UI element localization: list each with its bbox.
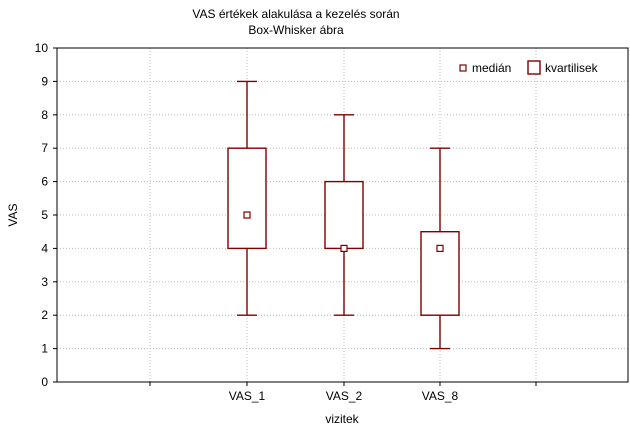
box-group-vas-8 (420, 147, 460, 350)
median-marker (243, 211, 251, 219)
y-axis-label: VAS (6, 203, 20, 226)
x-tick-label: VAS_1 (229, 389, 266, 403)
y-tick-labels: 0 1 2 3 4 5 6 7 8 9 10 (35, 41, 49, 389)
y-tick-label: 0 (41, 375, 48, 389)
y-tick-label: 5 (41, 208, 48, 222)
y-tick-label: 8 (41, 108, 48, 122)
y-tick-label: 7 (41, 141, 48, 155)
box-group-vas-2 (324, 114, 364, 316)
quartile-box (324, 180, 364, 250)
quartile-box (420, 230, 460, 316)
legend-quartile-label: kvartilisek (545, 61, 599, 75)
legend-median-label: medián (472, 61, 511, 75)
boxes (227, 80, 460, 350)
y-tick-label: 10 (35, 41, 49, 55)
x-tick-label: VAS_8 (422, 389, 459, 403)
quartile-box (227, 147, 267, 250)
median-marker (340, 244, 348, 252)
x-axis-label: vizitek (325, 412, 359, 426)
chart-title: VAS értékek alakulása a kezelés során (192, 7, 399, 21)
y-tick-label: 1 (41, 342, 48, 356)
y-tick-label: 4 (41, 241, 48, 255)
median-marker (436, 244, 444, 252)
y-tick-label: 2 (41, 308, 48, 322)
x-tick-labels: VAS_1 VAS_2 VAS_8 (229, 389, 459, 403)
y-tick-label: 3 (41, 275, 48, 289)
legend-median-marker (459, 64, 467, 72)
x-tick-label: VAS_2 (326, 389, 363, 403)
axes (53, 47, 629, 386)
y-tick-label: 6 (41, 175, 48, 189)
legend: medián kvartilisek (459, 60, 599, 75)
legend-quartile-marker (527, 60, 541, 75)
y-tick-label: 9 (41, 74, 48, 88)
box-group-vas-1 (227, 80, 267, 316)
chart-subtitle: Box-Whisker ábra (248, 23, 344, 37)
